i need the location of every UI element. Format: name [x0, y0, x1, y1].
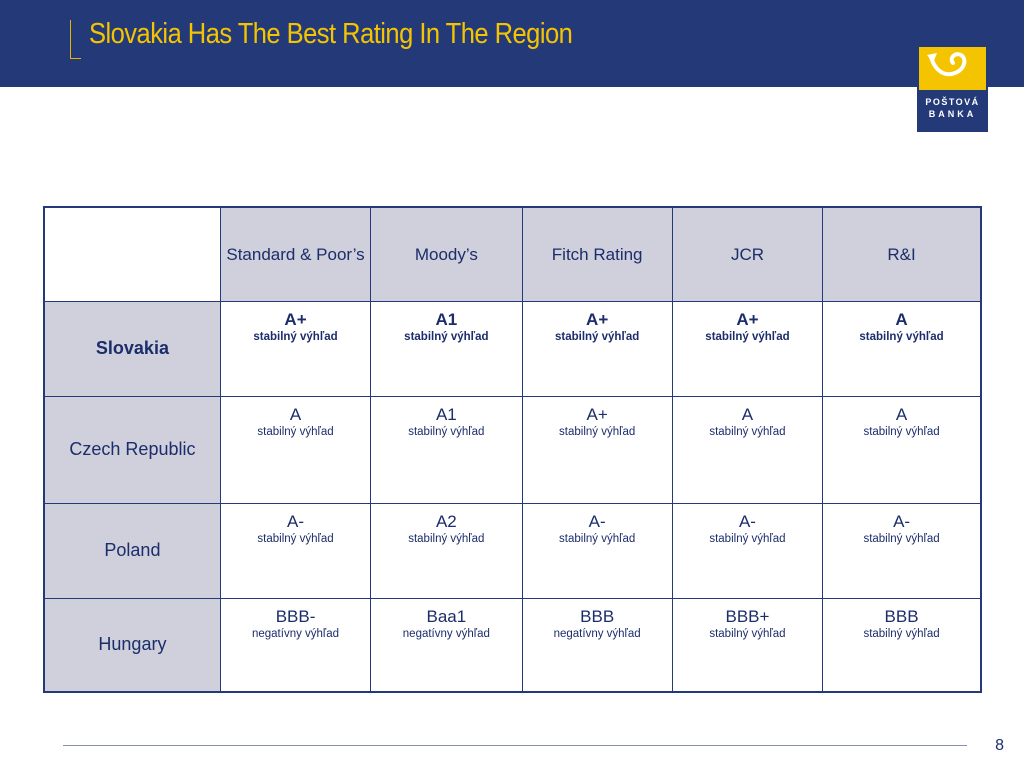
rating-value: A2: [435, 511, 457, 531]
rating-cell: A1 stabilný výhľad: [370, 300, 523, 397]
rating-value: A+: [736, 309, 759, 329]
row-header-country: Czech Republic: [43, 395, 221, 504]
rating-cell: A+ stabilný výhľad: [521, 395, 673, 504]
rating-outlook: stabilný výhľad: [408, 532, 485, 545]
row-header-country: Poland: [43, 502, 221, 599]
rating-outlook: stabilný výhľad: [863, 425, 940, 438]
rating-value: A-: [893, 511, 911, 531]
rating-outlook: negatívny výhľad: [553, 627, 641, 640]
rating-outlook: stabilný výhľad: [859, 330, 944, 343]
rating-value: A1: [435, 309, 458, 329]
rating-table: Standard & Poor’s Moody’s Fitch Rating J…: [43, 206, 982, 693]
row-header-country: Slovakia: [43, 300, 221, 397]
slide-title: Slovakia Has The Best Rating In The Regi…: [89, 18, 573, 50]
rating-value: A-: [588, 511, 606, 531]
rating-outlook: stabilný výhľad: [257, 425, 334, 438]
rating-value: BBB: [580, 606, 615, 626]
rating-cell: BBB negatívny výhľad: [521, 597, 673, 693]
rating-outlook: stabilný výhľad: [559, 532, 636, 545]
rating-value: A: [895, 404, 908, 424]
rating-value: A1: [435, 404, 457, 424]
rating-cell: A2 stabilný výhľad: [370, 502, 523, 599]
rating-outlook: stabilný výhľad: [559, 425, 636, 438]
table-corner-cell: [43, 206, 221, 302]
rating-value: BBB+: [725, 606, 770, 626]
row-header-country: Hungary: [43, 597, 221, 693]
table-header-row: Standard & Poor’s Moody’s Fitch Rating J…: [43, 206, 982, 302]
rating-value: Baa1: [426, 606, 467, 626]
rating-outlook: stabilný výhľad: [709, 532, 786, 545]
column-header: Moody’s: [370, 206, 523, 302]
rating-cell: A-stabilný výhľad: [671, 502, 824, 599]
rating-cell: BBB-negatívny výhľad: [219, 597, 372, 693]
footer-divider: [63, 745, 967, 746]
rating-value: A-: [738, 511, 756, 531]
table-row: Slovakia A+ stabilný výhľad A1 stabilný vý…: [43, 300, 982, 397]
rating-value: A: [289, 404, 302, 424]
logo-text-line1: POŠTOVÁ: [925, 97, 980, 107]
rating-cell: BBB+ stabilný výhľad: [671, 597, 824, 693]
column-header: Fitch Rating: [521, 206, 673, 302]
rating-value: BBB: [884, 606, 919, 626]
rating-outlook: stabilný výhľad: [705, 330, 790, 343]
rating-cell: A1 stabilný výhľad: [370, 395, 523, 504]
rating-cell: A-stabilný výhľad: [219, 502, 372, 599]
rating-value: A-: [287, 511, 305, 531]
rating-outlook: stabilný výhľad: [257, 532, 334, 545]
table-row: Poland A-stabilný výhľad A2 stabilný výhľ…: [43, 502, 982, 599]
rating-cell: Baa1 negatívny výhľad: [370, 597, 523, 693]
rating-cell: A-stabilný výhľad: [521, 502, 673, 599]
rating-value: A+: [586, 309, 609, 329]
page-number: 8: [995, 737, 1004, 754]
column-header: R&I: [822, 206, 982, 302]
rating-value: A+: [284, 309, 307, 329]
table-row: Hungary BBB-negatívny výhľad Baa1 negatív…: [43, 597, 982, 693]
header-band: [0, 0, 1024, 87]
rating-outlook: stabilný výhľad: [408, 425, 485, 438]
column-header: JCR: [671, 206, 824, 302]
column-header: Standard & Poor’s: [219, 206, 372, 302]
rating-outlook: stabilný výhľad: [709, 425, 786, 438]
rating-value: A+: [586, 404, 608, 424]
rating-outlook: stabilný výhľad: [709, 627, 786, 640]
rating-value: A: [895, 309, 908, 329]
rating-outlook: negatívny výhľad: [251, 627, 340, 640]
rating-cell: BBB stabilný výhľad: [822, 597, 982, 693]
rating-outlook: stabilný výhľad: [253, 330, 338, 343]
posta-banka-logo: POŠTOVÁ BANKA: [917, 45, 988, 132]
rating-outlook: stabilný výhľad: [554, 330, 640, 343]
rating-value: BBB-: [275, 606, 316, 626]
rating-cell: A+ stabilný výhľad: [219, 300, 372, 397]
logo-text-line2: BANKA: [928, 109, 977, 119]
post-horn-icon: [919, 47, 986, 90]
rating-outlook: stabilný výhľad: [404, 330, 489, 343]
rating-outlook: stabilný výhľad: [863, 627, 940, 640]
rating-cell: A-stabilný výhľad: [822, 502, 982, 599]
title-bracket: [70, 20, 81, 59]
rating-cell: A+ stabilný výhľad: [521, 300, 673, 397]
rating-outlook: negatívny výhľad: [402, 627, 490, 640]
rating-outlook: stabilný výhľad: [863, 532, 940, 545]
rating-value: A: [741, 404, 754, 424]
rating-cell: A+ stabilný výhľad: [671, 300, 824, 397]
